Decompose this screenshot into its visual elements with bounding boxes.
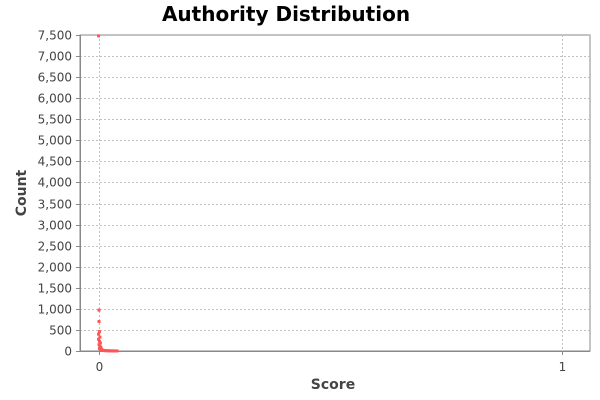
data-point bbox=[113, 349, 117, 353]
y-tick-label: 7,500 bbox=[38, 29, 72, 43]
y-tick-label: 1,500 bbox=[38, 282, 72, 296]
data-points bbox=[97, 34, 119, 353]
data-point bbox=[97, 343, 101, 347]
y-tick-label: 2,000 bbox=[38, 261, 72, 275]
data-point bbox=[97, 332, 101, 336]
y-tick-label: 4,000 bbox=[38, 176, 72, 190]
y-tick-label: 6,000 bbox=[38, 92, 72, 106]
y-tick-label: 500 bbox=[49, 324, 72, 338]
y-tick-label: 0 bbox=[64, 345, 72, 359]
data-point bbox=[115, 349, 119, 353]
y-tick-label: 3,500 bbox=[38, 198, 72, 212]
y-tick-label: 7,000 bbox=[38, 50, 72, 64]
data-point bbox=[98, 341, 102, 345]
data-point bbox=[97, 320, 101, 324]
data-point bbox=[97, 337, 101, 341]
y-tick-label: 3,000 bbox=[38, 219, 72, 233]
x-tick-label: 0 bbox=[96, 360, 104, 374]
grid-lines bbox=[80, 35, 590, 351]
data-point bbox=[97, 308, 101, 312]
y-tick-label: 2,500 bbox=[38, 240, 72, 254]
plot-background bbox=[79, 34, 591, 352]
data-point bbox=[98, 335, 102, 339]
data-point bbox=[97, 34, 101, 38]
y-tick-label: 5,000 bbox=[38, 134, 72, 148]
x-tick-label: 1 bbox=[559, 360, 567, 374]
plot-area bbox=[79, 34, 591, 352]
data-point bbox=[97, 339, 101, 343]
data-point bbox=[97, 330, 101, 334]
y-axis-ticks: 0 500 1,000 1,500 2,000 2,500 3,000 3,500 4,000 4… bbox=[38, 29, 80, 359]
chart-title: Authority Distribution bbox=[162, 2, 410, 26]
y-tick-label: 4,500 bbox=[38, 155, 72, 169]
y-tick-label: 5,500 bbox=[38, 113, 72, 127]
y-tick-label: 1,000 bbox=[38, 303, 72, 317]
axes bbox=[80, 35, 590, 352]
y-axis-label: Count bbox=[14, 169, 30, 216]
x-axis-label: Score bbox=[311, 377, 355, 393]
y-tick-label: 6,500 bbox=[38, 71, 72, 85]
data-point bbox=[98, 348, 102, 352]
